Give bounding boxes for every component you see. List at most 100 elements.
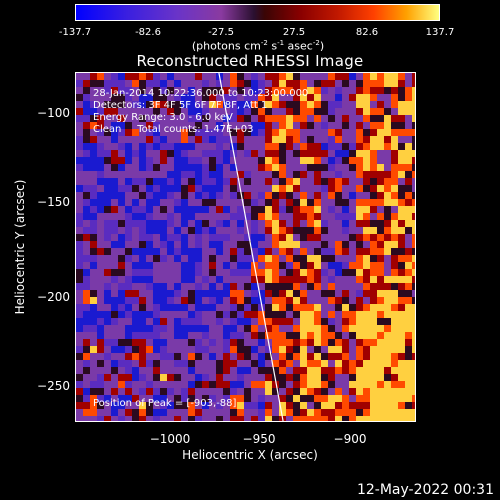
heatmap-cell (335, 143, 342, 150)
heatmap-cell (321, 248, 328, 255)
heatmap-cell (335, 136, 342, 143)
heatmap-cell (377, 346, 384, 353)
heatmap-cell (328, 381, 335, 388)
heatmap-cell (307, 164, 314, 171)
heatmap-cell (384, 136, 391, 143)
heatmap-cell (188, 108, 195, 115)
heatmap-cell (328, 248, 335, 255)
heatmap-cell (328, 185, 335, 192)
heatmap-cell (398, 171, 405, 178)
heatmap-cell (209, 157, 216, 164)
heatmap-cell (377, 297, 384, 304)
heatmap-cell (370, 388, 377, 395)
heatmap-cell (167, 185, 174, 192)
heatmap-cell (244, 325, 251, 332)
heatmap-cell (181, 234, 188, 241)
heatmap-cell (244, 367, 251, 374)
heatmap-cell (188, 276, 195, 283)
heatmap-cell (405, 297, 412, 304)
heatmap-cell (342, 360, 349, 367)
heatmap-cell (391, 353, 398, 360)
heatmap-cell (370, 115, 377, 122)
heatmap-cell (314, 255, 321, 262)
heatmap-cell (300, 255, 307, 262)
heatmap-cell (272, 213, 279, 220)
heatmap-cell (265, 73, 272, 80)
heatmap-cell (188, 101, 195, 108)
heatmap-cell (90, 346, 97, 353)
heatmap-cell (111, 402, 118, 409)
heatmap-cell (342, 143, 349, 150)
heatmap-cell (356, 409, 363, 416)
heatmap-cell (391, 80, 398, 87)
heatmap-cell (272, 283, 279, 290)
heatmap-cell (335, 73, 342, 80)
heatmap-cell (153, 283, 160, 290)
heatmap-cell (209, 192, 216, 199)
heatmap-cell (209, 171, 216, 178)
heatmap-cell (349, 416, 356, 421)
heatmap-cell (377, 171, 384, 178)
heatmap-cell (391, 87, 398, 94)
heatmap-cell (118, 283, 125, 290)
heatmap-cell (90, 164, 97, 171)
heatmap-cell (83, 206, 90, 213)
heatmap-cell (146, 276, 153, 283)
heatmap-cell (307, 332, 314, 339)
heatmap-cell (398, 283, 405, 290)
heatmap-cell (356, 241, 363, 248)
heatmap-cell (104, 269, 111, 276)
heatmap-cell (405, 360, 412, 367)
heatmap-cell (398, 129, 405, 136)
heatmap-cell (356, 276, 363, 283)
heatmap-cell (300, 157, 307, 164)
heatmap-cell (300, 80, 307, 87)
heatmap-cell (377, 220, 384, 227)
heatmap-cell (412, 269, 415, 276)
heatmap-cell (265, 178, 272, 185)
heatmap-cell (307, 143, 314, 150)
heatmap-cell (272, 381, 279, 388)
heatmap-cell (139, 409, 146, 416)
heatmap-cell (405, 367, 412, 374)
heatmap-cell (76, 269, 83, 276)
heatmap-cell (209, 129, 216, 136)
heatmap-cell (321, 108, 328, 115)
heatmap-cell (356, 213, 363, 220)
heatmap-cell (377, 304, 384, 311)
heatmap-cell (258, 213, 265, 220)
heatmap-cell (391, 73, 398, 80)
heatmap-cell (370, 297, 377, 304)
heatmap-cell (314, 416, 321, 421)
heatmap-cell (244, 283, 251, 290)
heatmap-cell (90, 402, 97, 409)
heatmap-cell (300, 150, 307, 157)
heatmap-cell (335, 367, 342, 374)
heatmap-cell (202, 115, 209, 122)
heatmap-cell (146, 73, 153, 80)
heatmap-cell (111, 122, 118, 129)
heatmap-cell (272, 269, 279, 276)
heatmap-cell (160, 241, 167, 248)
heatmap-cell (314, 395, 321, 402)
heatmap-cell (146, 94, 153, 101)
heatmap-cell (76, 80, 83, 87)
heatmap-cell (307, 367, 314, 374)
heatmap-cell (356, 150, 363, 157)
heatmap-cell (356, 143, 363, 150)
heatmap-cell (314, 108, 321, 115)
heatmap-cell (181, 297, 188, 304)
heatmap-cell (244, 248, 251, 255)
heatmap-cell (363, 199, 370, 206)
heatmap-cell (181, 213, 188, 220)
heatmap-cell (146, 206, 153, 213)
heatmap-cell (251, 416, 258, 421)
heatmap-cell (83, 143, 90, 150)
heatmap-cell (412, 381, 415, 388)
heatmap-cell (125, 409, 132, 416)
heatmap-cell (167, 143, 174, 150)
heatmap-cell (370, 402, 377, 409)
heatmap-cell (272, 220, 279, 227)
heatmap-cell (279, 318, 286, 325)
heatmap-cell (377, 115, 384, 122)
